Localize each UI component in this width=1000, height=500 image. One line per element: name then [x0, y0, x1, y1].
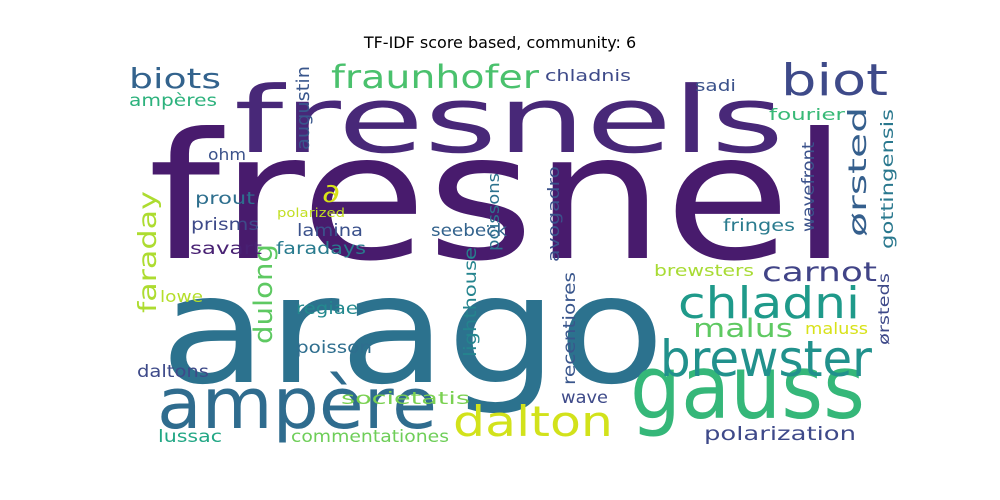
word-0: fresnel: [148, 97, 848, 300]
word-12: dulong: [249, 244, 279, 344]
word-23: ørsteds: [875, 273, 893, 345]
word-22: recentiores: [560, 272, 580, 385]
word-36: faradays: [276, 239, 366, 259]
word-3: gauss: [630, 336, 865, 439]
word-33: prisms: [191, 215, 259, 235]
word-19: poissons: [484, 173, 503, 251]
word-47: polarized: [277, 206, 345, 220]
word-45: wave: [561, 388, 608, 408]
word-13: faraday: [133, 191, 162, 313]
word-27: ampères: [129, 91, 217, 111]
word-38: fringes: [723, 216, 795, 236]
word-20: avogadro: [544, 166, 563, 262]
word-11: biots: [129, 62, 221, 95]
word-37: seebeck: [431, 221, 507, 241]
word-14: malus: [693, 314, 793, 344]
word-10: carnot: [762, 257, 877, 288]
word-17: gottingensis: [878, 109, 898, 249]
word-6: biot: [781, 55, 888, 106]
word-43: daltons: [137, 362, 209, 382]
word-48: ∂: [322, 179, 340, 209]
word-26: societatis: [341, 389, 470, 409]
word-21: lighthouse: [461, 247, 481, 357]
word-1: arago: [160, 244, 665, 418]
word-24: polarization: [704, 423, 856, 445]
word-9: dalton: [453, 397, 613, 446]
word-29: chladnis: [545, 66, 631, 85]
word-2: fresnels: [234, 67, 784, 174]
word-5: brewster: [660, 330, 872, 388]
word-42: poisson: [296, 338, 372, 358]
word-31: ohm: [208, 145, 246, 164]
word-34: savart: [190, 239, 262, 259]
word-8: fraunhofer: [331, 58, 540, 96]
word-30: sadi: [695, 76, 736, 95]
word-28: fourier: [769, 105, 846, 124]
word-39: brewsters: [654, 261, 754, 280]
word-35: lamina: [297, 221, 363, 241]
word-25: commentationes: [291, 427, 449, 447]
word-16: augustin: [293, 66, 314, 150]
word-18: wavefront: [799, 142, 819, 232]
word-7: chladni: [678, 278, 860, 329]
word-40: maluss: [805, 319, 868, 338]
word-46: lussac: [158, 427, 222, 447]
word-15: ørsted: [843, 107, 872, 237]
word-41: regiae: [296, 299, 358, 319]
word-32: prout: [195, 189, 255, 209]
word-4: ampère: [157, 363, 437, 445]
chart-title: TF-IDF score based, community: 6: [363, 33, 637, 52]
word-44: lowe: [160, 287, 203, 306]
